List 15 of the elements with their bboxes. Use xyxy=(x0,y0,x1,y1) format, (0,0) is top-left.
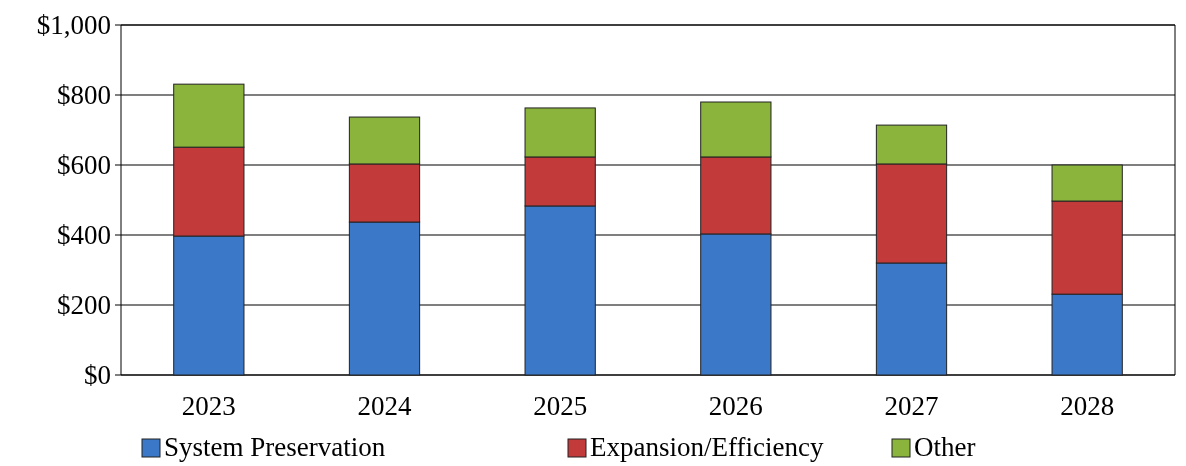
y-tick-label: $0 xyxy=(84,360,111,391)
y-tick-label: $200 xyxy=(57,290,111,321)
legend-label: Expansion/Efficiency xyxy=(590,432,824,462)
x-tick-label: 2024 xyxy=(357,391,412,421)
x-tick-label: 2023 xyxy=(181,391,236,421)
x-tick-label: 2027 xyxy=(884,391,939,421)
x-tick-label: 2028 xyxy=(1060,391,1115,421)
legend-label: Other xyxy=(914,432,976,462)
x-tick-label: 2025 xyxy=(533,391,588,421)
x-tick-label: 2026 xyxy=(708,391,763,421)
y-tick-label: $600 xyxy=(57,150,111,181)
y-tick-label: $800 xyxy=(57,80,111,111)
y-tick-label: $400 xyxy=(57,220,111,251)
legend-label: System Preservation xyxy=(164,432,386,462)
y-tick-label: $1,000 xyxy=(36,10,111,41)
